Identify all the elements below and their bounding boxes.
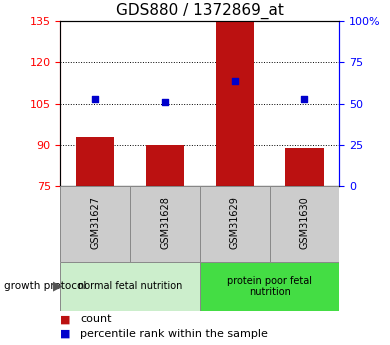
Bar [76, 137, 115, 186]
Text: ■: ■ [60, 329, 71, 339]
Text: GSM31630: GSM31630 [300, 196, 309, 249]
Bar [216, 21, 254, 186]
Text: normal fetal nutrition: normal fetal nutrition [78, 282, 183, 291]
Text: percentile rank within the sample: percentile rank within the sample [80, 329, 268, 339]
Point [301, 96, 308, 101]
Bar [200, 262, 339, 310]
Text: GSM31628: GSM31628 [160, 196, 170, 249]
Bar [269, 186, 339, 262]
Bar [200, 186, 269, 262]
Bar [130, 186, 200, 262]
Bar [60, 262, 200, 310]
Bar [60, 186, 130, 262]
Text: ■: ■ [60, 314, 71, 324]
Bar [146, 145, 184, 186]
Text: count: count [80, 314, 112, 324]
Text: growth protocol: growth protocol [4, 282, 86, 291]
Text: GSM31629: GSM31629 [230, 196, 240, 249]
Text: GSM31627: GSM31627 [90, 196, 100, 249]
Point [92, 97, 98, 102]
Point [162, 99, 168, 105]
Title: GDS880 / 1372869_at: GDS880 / 1372869_at [116, 3, 284, 19]
Text: protein poor fetal
nutrition: protein poor fetal nutrition [227, 276, 312, 297]
Bar [285, 148, 324, 186]
Point [232, 79, 238, 84]
Text: ▶: ▶ [53, 280, 62, 293]
